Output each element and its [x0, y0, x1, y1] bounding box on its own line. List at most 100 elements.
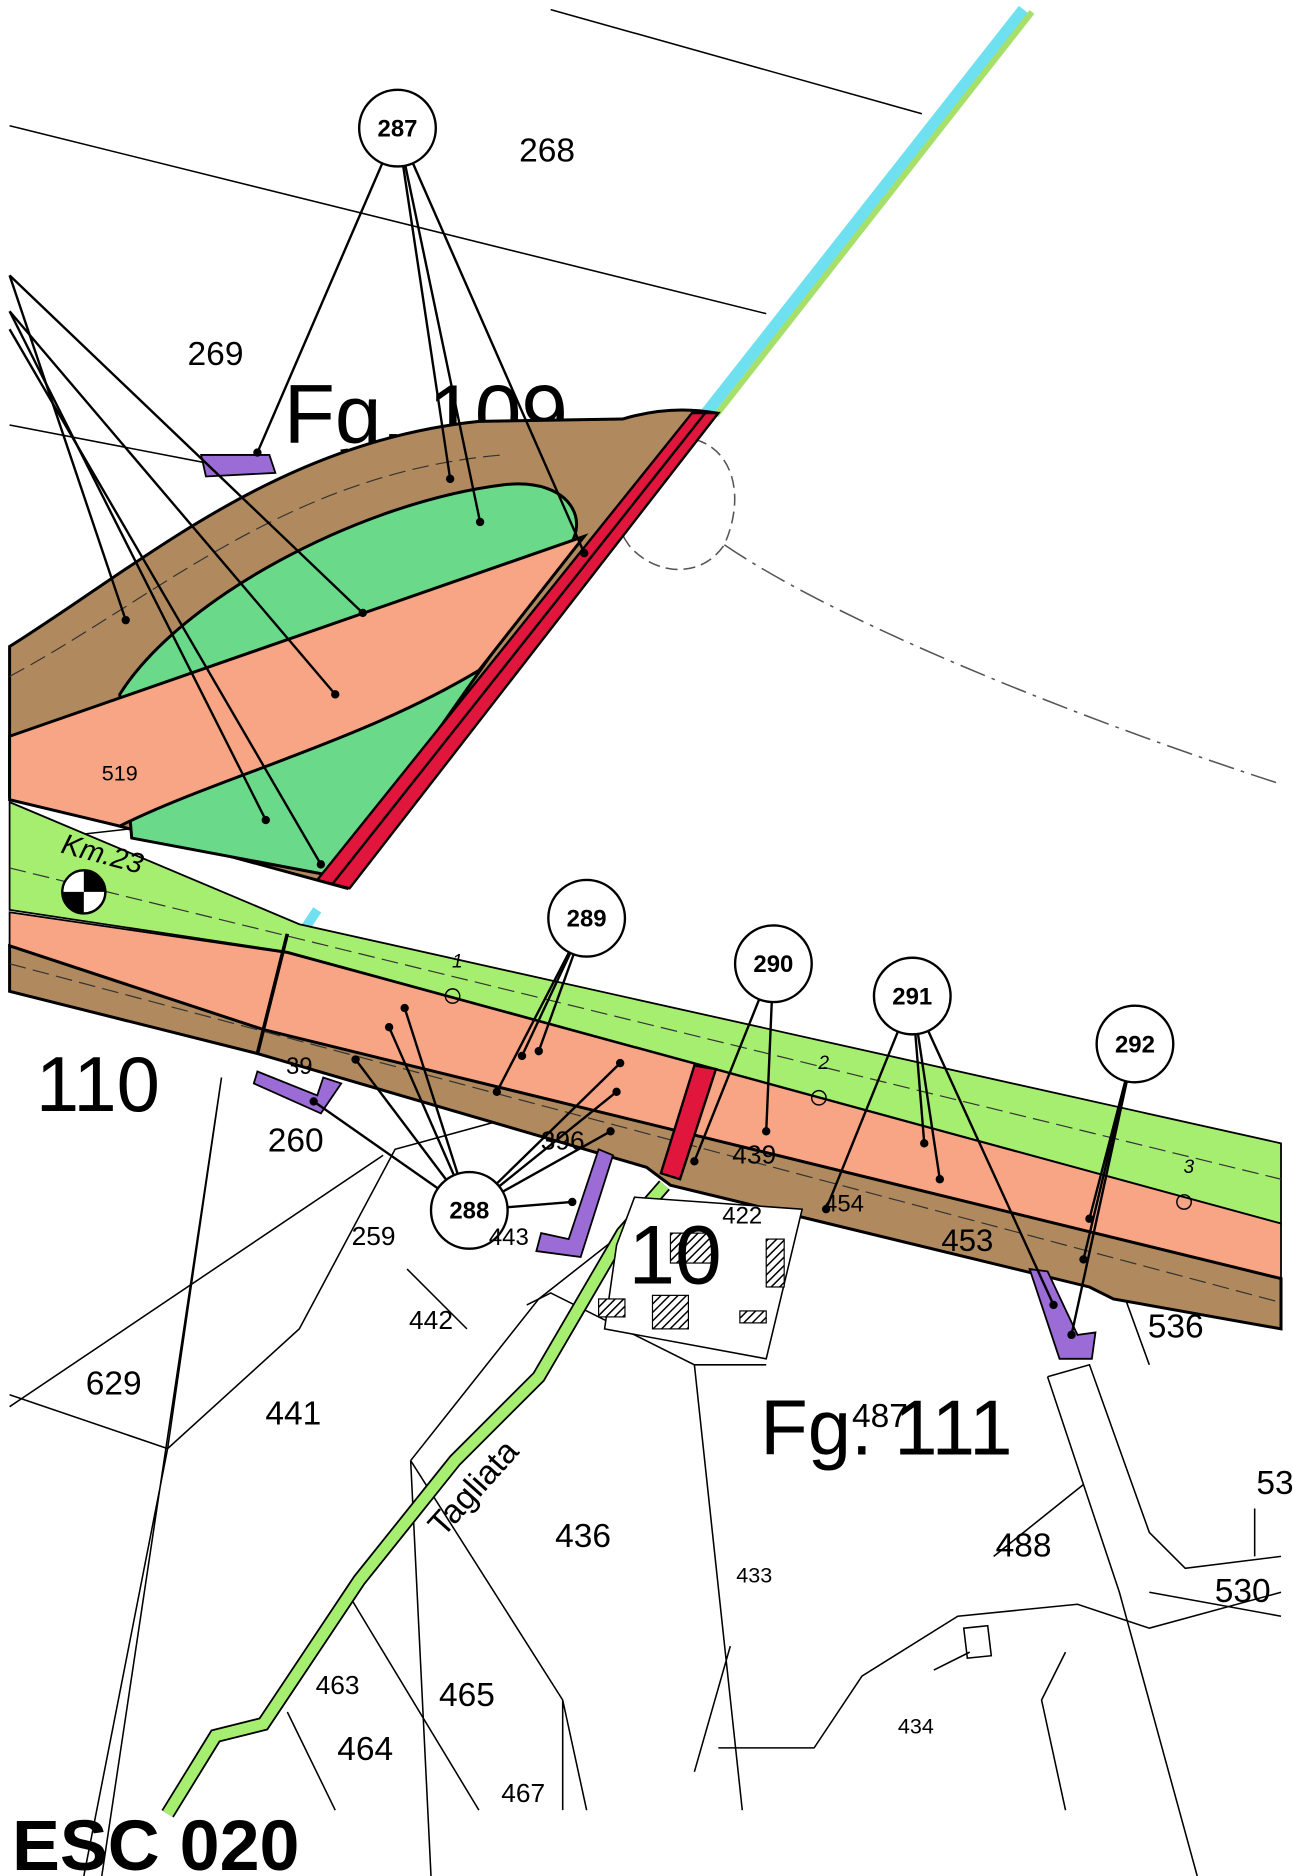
leader-dot: [1067, 1330, 1076, 1340]
leader-dot: [935, 1175, 945, 1184]
parcel-label: 439: [732, 1140, 776, 1170]
leader: [8, 274, 364, 614]
leader-dot: [580, 548, 589, 558]
leader-dot: [253, 448, 262, 457]
leader: [8, 328, 322, 865]
station-label: 2: [817, 1053, 829, 1074]
sheet-label: Fg. 111: [760, 1386, 1012, 1472]
parcel-label: 268: [519, 133, 575, 170]
leader-dot: [612, 1087, 621, 1097]
callout-circle: [357, 88, 437, 168]
callout-circle: [547, 878, 627, 958]
leader-dot: [331, 690, 340, 699]
km-marker-fill: [62, 870, 106, 914]
lane: [163, 1181, 669, 1817]
purple-parcels: [200, 454, 1097, 1360]
leader: [396, 127, 482, 523]
station-mark: [1176, 1194, 1192, 1210]
leader: [911, 995, 1055, 1306]
parcel-label: 464: [337, 1731, 393, 1768]
callout-label: 289: [567, 906, 607, 933]
section-line: [255, 933, 290, 1054]
parcel-label: 467: [501, 1778, 545, 1808]
station-label: 1: [452, 951, 463, 972]
leader-dot: [517, 1051, 527, 1061]
parcel-label: 629: [86, 1366, 142, 1403]
parcel-label: 519: [102, 762, 138, 786]
road-embankment: [8, 943, 1283, 1331]
callout-label: 290: [753, 951, 793, 978]
parcel-label: 434: [898, 1715, 934, 1739]
embankment-axis: [9, 454, 503, 677]
callout-circle: [872, 956, 952, 1036]
canal-edge: [713, 10, 1035, 418]
leader-dot: [1079, 1255, 1088, 1264]
leader-dot: [384, 1023, 394, 1032]
leader-dot: [309, 1097, 318, 1106]
leader-dot: [400, 1003, 409, 1013]
leader-dot: [762, 1127, 771, 1136]
parcel-label: 487: [852, 1398, 908, 1435]
occupation-band: [8, 533, 589, 828]
leader-dot: [351, 1055, 360, 1064]
labels: 110 Fg. 111 10 287 289 290 291 292 288 268 269 519 2…: [12, 88, 1293, 1876]
parcel-label: 39: [286, 1053, 313, 1080]
leader-dot: [475, 517, 485, 527]
parcel-label: 436: [555, 1518, 611, 1555]
callout-label: 288: [449, 1198, 489, 1225]
parcel-label: 260: [268, 1123, 324, 1160]
red-strip: [659, 1064, 718, 1181]
station-mark: [444, 988, 461, 1004]
parcel-label: 536: [1148, 1308, 1204, 1345]
parcel-label: 488: [996, 1527, 1052, 1564]
leader-dot: [534, 1046, 543, 1056]
sheet-label: 110: [36, 1042, 160, 1128]
parcel-label: 443: [489, 1224, 529, 1251]
junction-outline: [614, 436, 736, 571]
station-mark: [810, 1089, 827, 1106]
leader: [396, 127, 586, 554]
callout-label: 291: [892, 983, 932, 1010]
station-label: 3: [1183, 1157, 1194, 1178]
red-strip-line: [331, 412, 707, 885]
parcel-label: 530: [1215, 1573, 1271, 1610]
parcel-label: 433: [736, 1564, 772, 1588]
canal: [701, 5, 1029, 417]
parcel-label: 259: [352, 1221, 396, 1251]
leader-dot: [358, 608, 367, 618]
callout-label: 287: [378, 115, 418, 142]
leader-dot: [606, 1127, 615, 1136]
future-alignment: [723, 544, 1282, 785]
parcel-label: 441: [265, 1396, 321, 1433]
leader-dot: [690, 1157, 699, 1166]
leader-dot: [821, 1204, 831, 1214]
callout-circle: [1095, 1004, 1175, 1084]
leader: [8, 310, 267, 821]
parcel-label: 454: [824, 1191, 864, 1218]
leader-dot: [920, 1139, 929, 1148]
leader-dot: [121, 615, 130, 625]
callout-circle: [733, 924, 813, 1004]
parcel-label: 422: [722, 1203, 762, 1230]
leader-dot: [1049, 1300, 1058, 1310]
parcel-label: 463: [316, 1670, 360, 1700]
parcel-label: 465: [439, 1677, 495, 1714]
callout-circle: [429, 1170, 509, 1250]
parcel-label: 396: [541, 1125, 585, 1155]
leader-dot: [445, 474, 455, 484]
leader-dot: [568, 1197, 577, 1207]
leader-dot: [615, 1058, 625, 1068]
buildings: [598, 1232, 785, 1330]
parcel-label: 442: [409, 1305, 453, 1335]
sheet-label: 10: [629, 1207, 722, 1301]
road-axis: [9, 867, 1282, 1304]
map-code: ESC 020: [12, 1806, 300, 1876]
leader-dot: [261, 815, 270, 825]
leader: [256, 127, 399, 454]
leader-dot: [492, 1087, 502, 1097]
parcel-label: 269: [188, 336, 244, 373]
parcel-label: 453: [941, 1223, 993, 1258]
leader: [396, 127, 452, 480]
callout-label: 292: [1115, 1031, 1155, 1058]
